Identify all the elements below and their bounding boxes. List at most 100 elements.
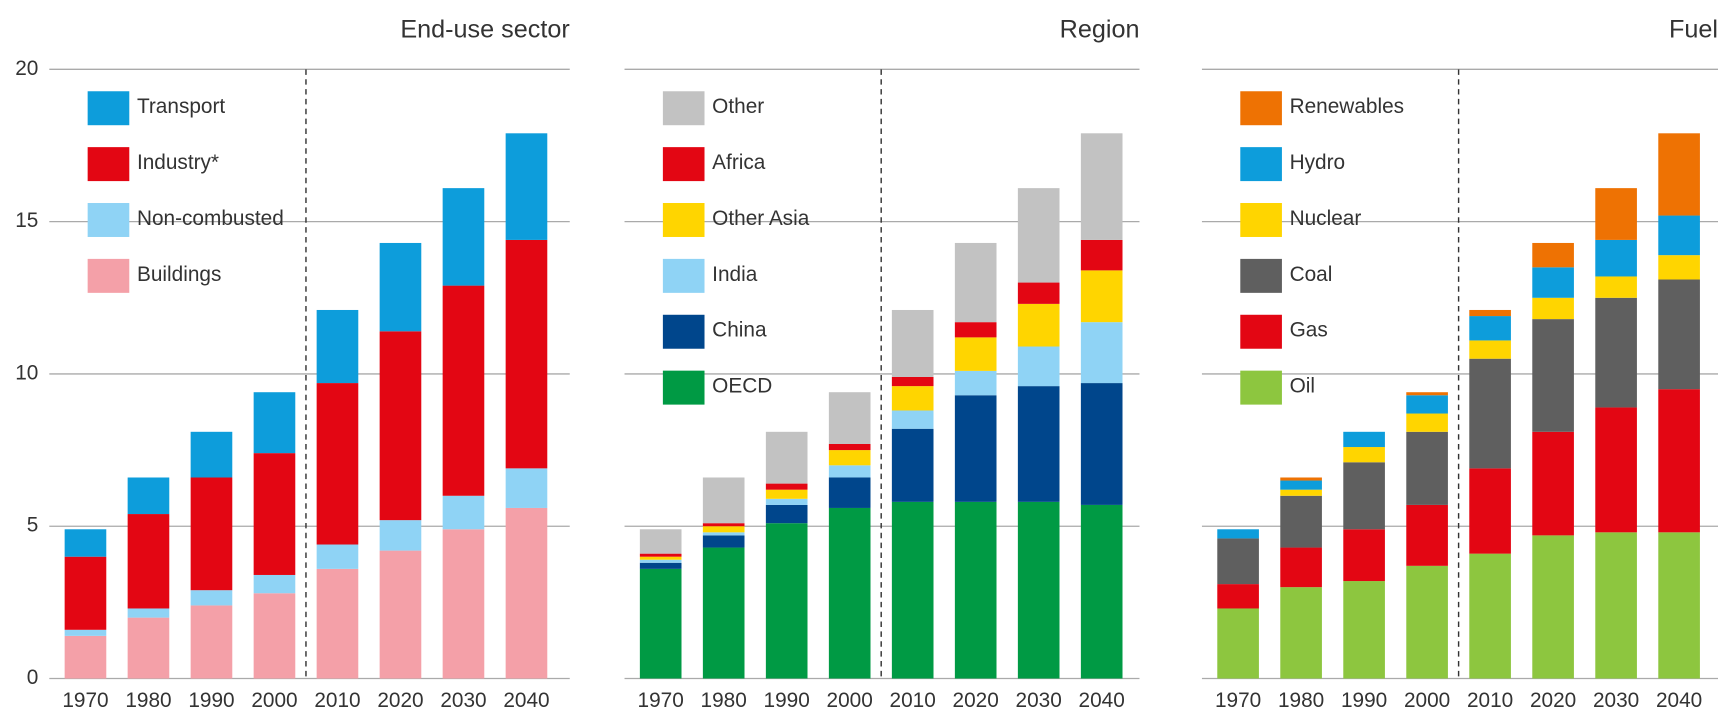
- bar-segment: [639, 553, 682, 557]
- x-tick-label: 2020: [377, 689, 423, 712]
- bar-segment: [1406, 413, 1448, 432]
- bar-segment: [954, 322, 997, 338]
- legend-swatch: [87, 258, 130, 293]
- x-tick-label: 1990: [764, 689, 810, 712]
- bar-segment: [1469, 340, 1511, 359]
- bar-segment: [891, 410, 934, 429]
- bar-segment: [442, 285, 485, 496]
- y-tick-label: 20: [15, 57, 38, 80]
- x-tick-label: 1970: [62, 689, 108, 712]
- bar-segment: [702, 547, 745, 679]
- bar-segment: [828, 392, 871, 444]
- x-tick-label: 1990: [1341, 689, 1387, 712]
- x-tick-label: 1980: [1278, 689, 1324, 712]
- bar-segment: [316, 383, 359, 545]
- bar-segment: [1469, 316, 1511, 341]
- bar-segment: [253, 593, 296, 679]
- bar-segment: [1343, 581, 1385, 679]
- chart-title: End-use sector: [400, 16, 569, 44]
- bar-segment: [891, 501, 934, 679]
- bar-segment: [639, 556, 682, 560]
- bar-segment: [1280, 547, 1322, 588]
- x-tick-label: 2000: [251, 689, 297, 712]
- legend-label: Hydro: [1290, 151, 1345, 174]
- bar-segment: [1406, 392, 1448, 396]
- bar-segment: [1595, 276, 1637, 298]
- bar-segment: [316, 309, 359, 384]
- bar-segment: [1017, 188, 1060, 283]
- bar-segment: [253, 574, 296, 594]
- bar-segment: [379, 520, 422, 551]
- bar-segment: [253, 453, 296, 575]
- x-tick-label: 2020: [1530, 689, 1576, 712]
- bar-segment: [639, 559, 682, 563]
- bar-segment: [891, 309, 934, 377]
- x-tick-label: 2040: [1656, 689, 1702, 712]
- bar-segment: [765, 504, 808, 524]
- bar-segment: [891, 386, 934, 411]
- bar-segment: [639, 568, 682, 679]
- legend-label: Other: [712, 95, 764, 118]
- bar-segment: [702, 523, 745, 527]
- bar-segment: [954, 370, 997, 396]
- bar-segment: [1080, 133, 1123, 240]
- bar-segment: [1017, 501, 1060, 679]
- legend-label: India: [712, 263, 758, 286]
- legend-swatch: [87, 91, 130, 126]
- bar-segment: [1343, 529, 1385, 582]
- bar-segment: [1532, 297, 1574, 320]
- bar-segment: [1080, 270, 1123, 323]
- y-tick-label: 5: [27, 514, 39, 537]
- x-tick-label: 2030: [1016, 689, 1062, 712]
- x-tick-label: 2030: [440, 689, 486, 712]
- legend-label: China: [712, 319, 767, 342]
- chart-title: Fuel: [1669, 16, 1718, 44]
- x-tick-label: 1990: [188, 689, 234, 712]
- bar-segment: [253, 392, 296, 454]
- bar-segment: [379, 550, 422, 679]
- legend-swatch: [662, 91, 705, 126]
- bar-segment: [765, 483, 808, 490]
- legend-swatch: [1240, 91, 1282, 126]
- bar-segment: [1280, 477, 1322, 481]
- bar-segment: [1658, 279, 1700, 390]
- bar-segment: [505, 133, 548, 240]
- legend-swatch: [87, 203, 130, 237]
- bar-segment: [828, 450, 871, 466]
- bar-segment: [1080, 322, 1123, 384]
- bar-segment: [505, 507, 548, 679]
- bar-segment: [379, 331, 422, 521]
- bar-segment: [1469, 553, 1511, 679]
- bar-segment: [442, 188, 485, 286]
- legend-swatch: [1240, 147, 1282, 182]
- bar-segment: [1406, 431, 1448, 505]
- bar-segment: [1532, 535, 1574, 679]
- bar-segment: [828, 443, 871, 451]
- bar-segment: [828, 507, 871, 679]
- y-tick-label: 10: [15, 361, 38, 384]
- y-tick-label: 15: [15, 209, 38, 232]
- bar-segment: [316, 568, 359, 679]
- chart-title: Region: [1060, 16, 1140, 44]
- bar-segment: [316, 544, 359, 569]
- bar-segment: [891, 376, 934, 387]
- x-tick-label: 2010: [890, 689, 936, 712]
- legend-swatch: [662, 203, 705, 237]
- legend-label: Transport: [137, 95, 225, 118]
- bar-segment: [1217, 538, 1259, 585]
- bar-segment: [1406, 395, 1448, 414]
- bar-segment: [190, 431, 233, 478]
- bar-segment: [954, 337, 997, 371]
- bar-segment: [1658, 532, 1700, 679]
- x-tick-label: 2040: [1079, 689, 1125, 712]
- x-tick-label: 2010: [1467, 689, 1513, 712]
- bar-segment: [442, 529, 485, 679]
- bar-segment: [765, 489, 808, 499]
- bar-segment: [1469, 358, 1511, 469]
- bar-segment: [127, 617, 170, 679]
- bar-segment: [1080, 239, 1123, 271]
- legend-label: Other Asia: [712, 207, 810, 230]
- legend-swatch: [662, 147, 705, 182]
- bar-segment: [127, 514, 170, 609]
